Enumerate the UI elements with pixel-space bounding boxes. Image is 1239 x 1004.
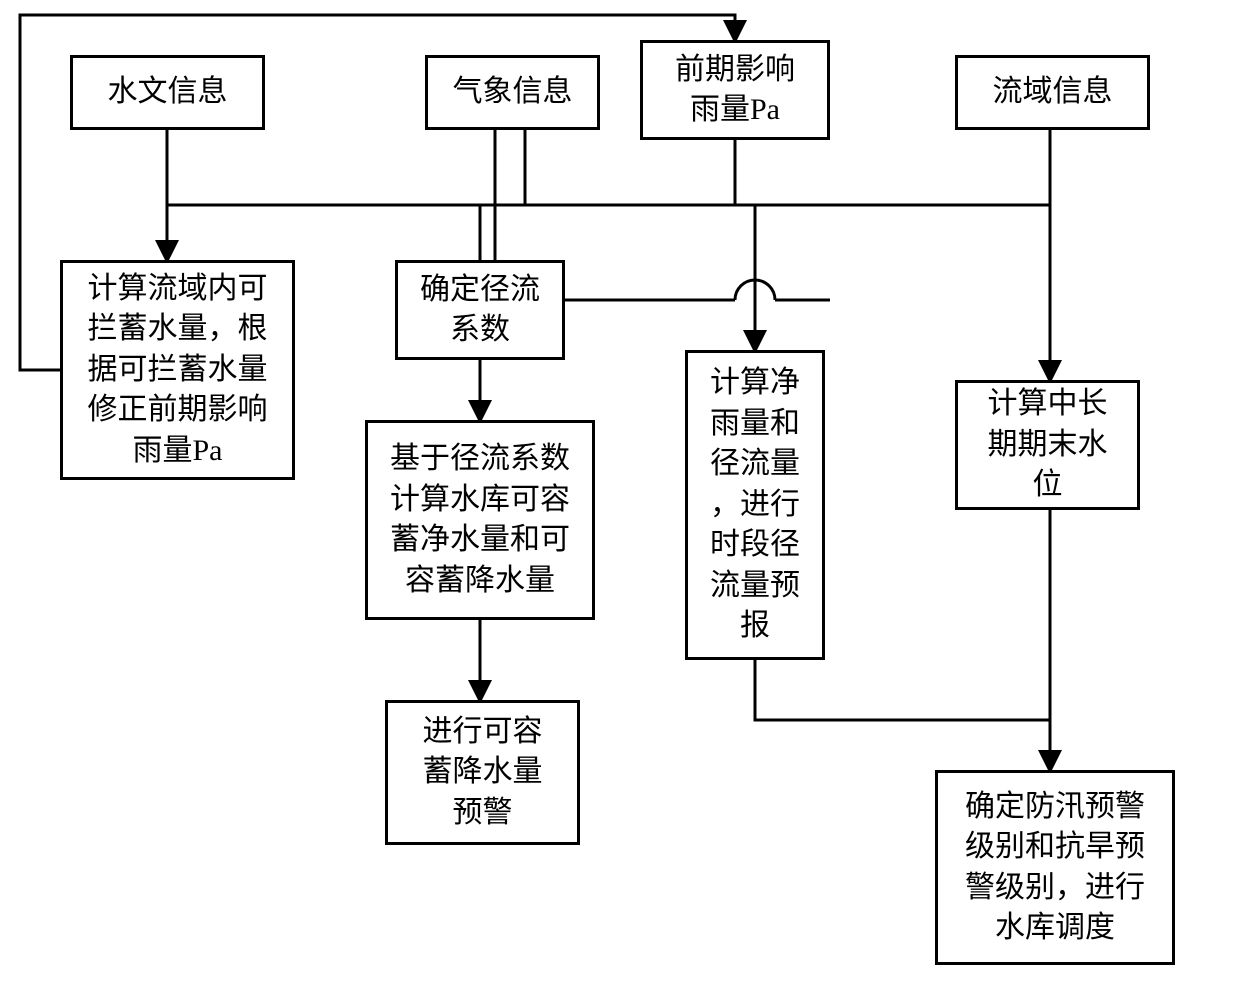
node-label: 确定防汛预警 级别和抗旱预 警级别，进行 水库调度 [965,787,1145,949]
node-runoff-forecast: 计算净 雨量和 径流量 ，进行 时段径 流量预 报 [685,350,825,660]
node-weather-info: 气象信息 [425,55,600,130]
node-label: 进行可容 蓄降水量 预警 [423,712,543,834]
node-label: 计算中长 期期末水 位 [988,384,1108,506]
node-runoff-coef: 确定径流 系数 [395,260,565,360]
node-precip-warning: 进行可容 蓄降水量 预警 [385,700,580,845]
node-dispatch: 确定防汛预警 级别和抗旱预 警级别，进行 水库调度 [935,770,1175,965]
node-label: 流域信息 [993,72,1113,113]
node-calc-capacity: 基于径流系数 计算水库可容 蓄净水量和可 容蓄降水量 [365,420,595,620]
node-label: 水文信息 [108,72,228,113]
flowchart-canvas: 水文信息 气象信息 前期影响 雨量Pa 流域信息 计算流域内可 拦蓄水量，根 据… [0,0,1239,1004]
node-label: 基于径流系数 计算水库可容 蓄净水量和可 容蓄降水量 [390,439,570,601]
node-label: 计算净 雨量和 径流量 ，进行 时段径 流量预 报 [710,363,800,647]
node-calc-storage: 计算流域内可 拦蓄水量，根 据可拦蓄水量 修正前期影响 雨量Pa [60,260,295,480]
node-prior-rainfall: 前期影响 雨量Pa [640,40,830,140]
node-calc-waterlevel: 计算中长 期期末水 位 [955,380,1140,510]
node-basin-info: 流域信息 [955,55,1150,130]
node-label: 前期影响 雨量Pa [675,50,795,131]
node-hydrology-info: 水文信息 [70,55,265,130]
node-label: 计算流域内可 拦蓄水量，根 据可拦蓄水量 修正前期影响 雨量Pa [88,269,268,472]
node-label: 确定径流 系数 [420,270,540,351]
node-label: 气象信息 [453,72,573,113]
